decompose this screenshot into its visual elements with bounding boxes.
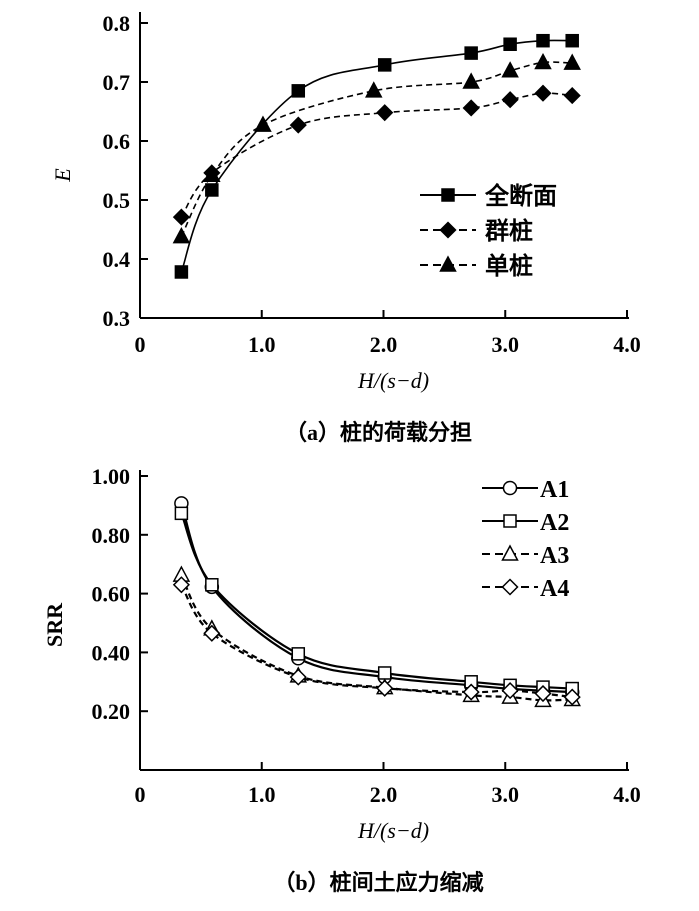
data-point [289,668,307,686]
series-A2 [174,506,579,696]
x-axis-label: H/(s−d) [357,818,429,843]
data-point [565,33,579,48]
series-单桩 [172,52,581,244]
data-point [205,183,219,197]
y-tick-label: 0.20 [92,699,131,724]
legend-marker [441,188,455,202]
x-tick-label: 3.0 [492,332,520,357]
series-A1 [174,496,580,700]
data-point [536,33,550,48]
y-tick-label: 0.60 [92,582,131,607]
data-point [501,61,519,78]
data-point [534,684,552,703]
series-A4 [172,576,581,706]
series-line [180,512,573,690]
y-axis-label: SRR [42,602,67,647]
data-point [205,578,219,592]
data-point [365,81,383,98]
x-tick-label: 0 [135,782,146,807]
data-point [172,226,191,244]
x-tick-label: 1.0 [248,782,276,807]
data-point [376,679,394,697]
data-point [534,52,552,70]
legend-marker [503,514,517,528]
y-tick-label: 0.3 [103,306,131,331]
legend-marker [439,221,457,239]
data-point [172,576,190,594]
series-全断面 [174,33,579,279]
y-tick-label: 0.5 [103,188,131,213]
data-point [174,506,189,521]
data-point [503,37,517,51]
x-axis-label: H/(s−d) [357,368,429,393]
legend-item: 全断面 [420,182,557,210]
x-tick-label: 2.0 [370,782,398,807]
legend-label: A3 [540,543,569,569]
data-point [377,58,392,72]
legend-label: 群桩 [485,217,533,245]
x-tick-label: 4.0 [613,332,641,357]
y-tick-label: 0.6 [103,129,131,154]
y-axis-label: E [50,168,75,183]
data-point [563,688,581,706]
legend-item: 群桩 [420,217,533,245]
legend-marker [439,255,457,272]
data-point [462,72,480,89]
data-point [377,666,392,680]
legend-item: 单桩 [420,252,533,280]
x-tick-label: 3.0 [492,782,520,807]
data-point [501,91,519,109]
legend-label: A2 [540,510,569,536]
legend-marker [502,480,518,496]
data-point [563,87,581,105]
legend-item: A1 [482,477,569,503]
data-point [254,115,272,132]
x-tick-label: 1.0 [248,332,276,357]
chart-caption: （b）桩间土应力缩减 [273,870,483,895]
data-point [464,46,478,60]
y-tick-label: 0.8 [103,11,131,36]
series-line [180,61,573,237]
x-tick-label: 4.0 [613,782,641,807]
data-point [462,683,480,701]
data-point [563,53,581,70]
legend-label: 全断面 [484,182,557,210]
y-tick-label: 0.7 [103,70,131,95]
x-tick-label: 0 [135,332,146,357]
data-point [289,116,307,134]
series-line [180,502,573,694]
legend-label: A1 [540,477,569,503]
data-point [291,84,306,98]
y-tick-label: 1.00 [92,464,131,489]
legend-label: 单桩 [485,252,533,280]
data-point [501,682,519,700]
data-point [534,84,552,102]
chart-a: 0 1.0 2.0 3.0 4.0 0.3 0.4 0.5 0.6 0.7 0.8 E H/(s−d) （… [50,11,641,445]
legend-item: A3 [482,543,569,569]
legend-marker [501,578,519,596]
chart-caption: （a）桩的荷载分担 [285,420,472,445]
data-point [462,99,480,117]
data-point [203,624,221,642]
legend-item: A4 [482,576,569,602]
y-tick-label: 0.40 [92,640,131,665]
data-point [291,647,306,661]
legend-marker [501,544,519,561]
chart-b: 0 1.0 2.0 3.0 4.0 0.20 0.40 0.60 0.80 1.00 SRR H/(s… [42,464,641,895]
y-tick-label: 0.4 [103,247,131,272]
x-tick-label: 2.0 [370,332,398,357]
legend-label: A4 [540,576,569,602]
data-point [174,265,189,279]
data-point [203,165,221,182]
legend-item: A2 [482,510,569,536]
data-point [172,208,190,226]
data-point [376,104,394,122]
y-tick-label: 0.80 [92,523,131,548]
